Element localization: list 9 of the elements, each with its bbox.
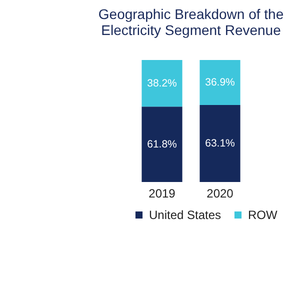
data-label: 63.1%	[205, 138, 235, 150]
x-tick-label: 2019	[148, 186, 176, 200]
data-label: 61.8%	[147, 138, 177, 150]
legend-label: ROW	[248, 208, 278, 222]
legend-label: United States	[149, 208, 222, 222]
x-tick-label: 2020	[206, 186, 234, 200]
data-label: 38.2%	[147, 77, 177, 90]
chart-title: Geographic Breakdown of the Electricity Segment Revenue	[98, 6, 284, 38]
data-label: 36.9%	[205, 76, 235, 89]
